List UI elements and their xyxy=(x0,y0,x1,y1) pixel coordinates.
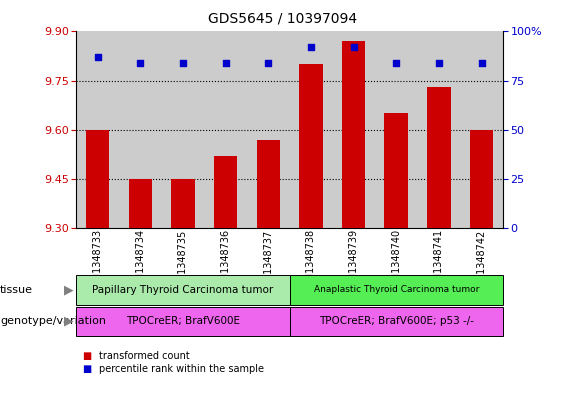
Bar xyxy=(460,31,503,228)
Text: GDS5645 / 10397094: GDS5645 / 10397094 xyxy=(208,12,357,26)
Bar xyxy=(257,140,280,228)
Bar xyxy=(418,31,460,228)
Text: transformed count: transformed count xyxy=(99,351,190,361)
Bar xyxy=(427,87,451,228)
Bar xyxy=(332,31,375,228)
Bar xyxy=(375,31,418,228)
Text: percentile rank within the sample: percentile rank within the sample xyxy=(99,364,264,375)
Bar xyxy=(342,41,366,228)
Bar xyxy=(247,31,290,228)
Text: ■: ■ xyxy=(82,364,91,375)
Bar xyxy=(214,156,237,228)
Text: tissue: tissue xyxy=(0,285,33,295)
Text: Papillary Thyroid Carcinoma tumor: Papillary Thyroid Carcinoma tumor xyxy=(92,285,273,295)
Point xyxy=(434,60,444,66)
Point xyxy=(306,44,315,50)
Point xyxy=(392,60,401,66)
Text: ■: ■ xyxy=(82,351,91,361)
Bar xyxy=(299,64,323,228)
Bar xyxy=(171,179,195,228)
Bar xyxy=(290,31,332,228)
Bar xyxy=(119,31,162,228)
Text: ▶: ▶ xyxy=(64,283,74,296)
Bar xyxy=(76,31,119,228)
Point xyxy=(93,54,102,60)
Point xyxy=(221,60,230,66)
Point xyxy=(179,60,188,66)
Point xyxy=(349,44,358,50)
Point xyxy=(136,60,145,66)
Text: Anaplastic Thyroid Carcinoma tumor: Anaplastic Thyroid Carcinoma tumor xyxy=(314,285,479,294)
Bar xyxy=(470,130,493,228)
Text: genotype/variation: genotype/variation xyxy=(0,316,106,326)
Point xyxy=(477,60,486,66)
Text: TPOCreER; BrafV600E: TPOCreER; BrafV600E xyxy=(126,316,240,326)
Bar xyxy=(205,31,247,228)
Text: ▶: ▶ xyxy=(64,315,74,328)
Point xyxy=(264,60,273,66)
Bar xyxy=(86,130,110,228)
Bar xyxy=(162,31,205,228)
Text: TPOCreER; BrafV600E; p53 -/-: TPOCreER; BrafV600E; p53 -/- xyxy=(319,316,473,326)
Bar xyxy=(384,113,408,228)
Bar xyxy=(128,179,152,228)
